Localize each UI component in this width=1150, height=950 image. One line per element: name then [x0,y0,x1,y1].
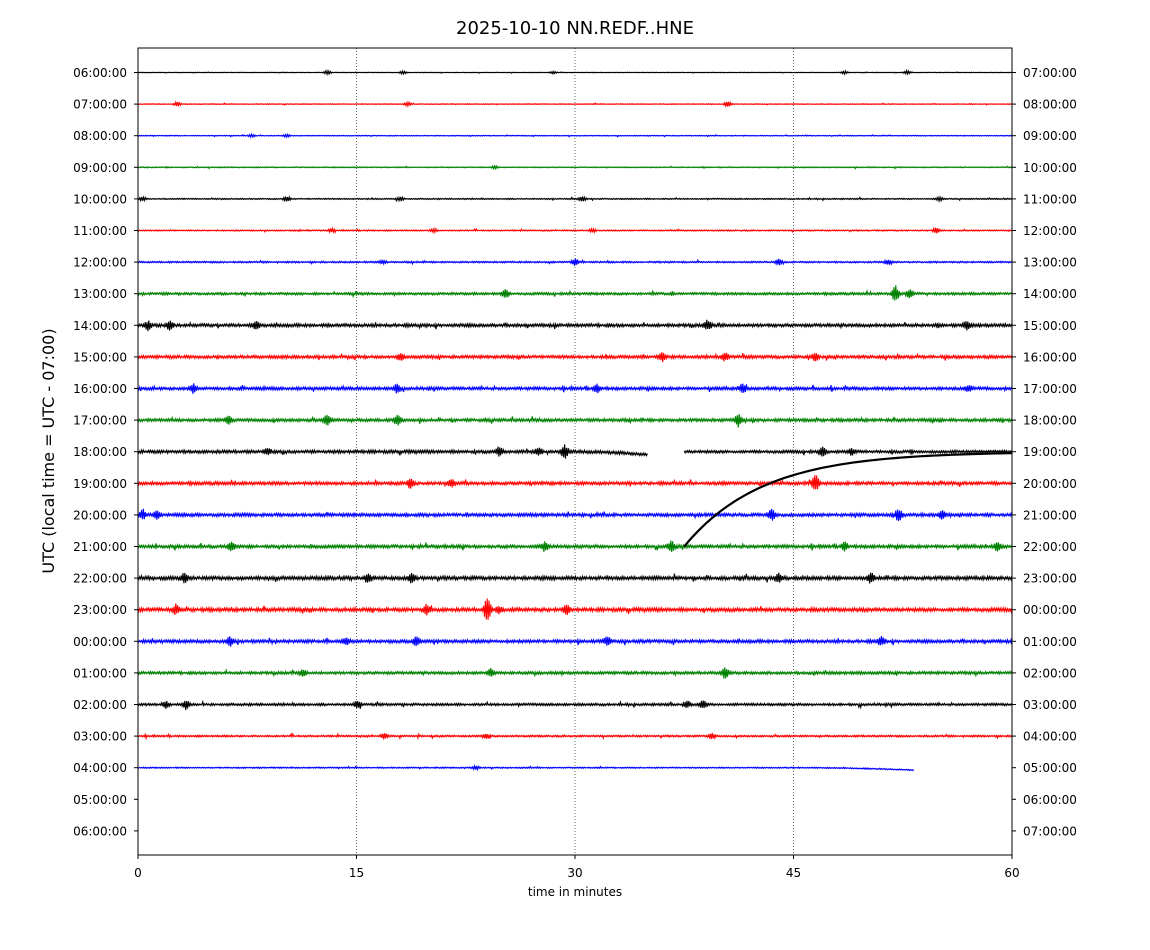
seismic-trace [137,444,648,459]
seismic-trace [137,699,1013,711]
y-tick-label: 07:00:00 [73,98,127,112]
y-tick-label: 17:00:00 [73,414,127,428]
y-tick-label-right: 03:00:00 [1023,698,1077,712]
y-tick-label-right: 05:00:00 [1023,761,1077,775]
y-tick-label: 05:00:00 [73,793,127,807]
y-tick-label-right: 02:00:00 [1023,666,1077,680]
y-tick-label: 01:00:00 [73,666,127,680]
seismic-trace [137,598,1013,620]
seismic-trace [137,732,1013,741]
y-tick-label-right: 10:00:00 [1023,161,1077,175]
y-tick-label-right: 13:00:00 [1023,256,1077,270]
y-tick-label-right: 01:00:00 [1023,635,1077,649]
y-tick-label: 13:00:00 [73,287,127,301]
x-tick-label: 0 [134,866,142,880]
y-tick-label-right: 07:00:00 [1023,824,1077,838]
y-tick-label: 15:00:00 [73,350,127,364]
y-tick-label: 12:00:00 [73,256,127,270]
seismic-trace [137,319,1013,332]
trace-drift-connector [683,452,1013,548]
y-tick-label: 10:00:00 [73,192,127,206]
y-tick-label-right: 20:00:00 [1023,477,1077,491]
seismic-trace [683,446,1013,457]
x-tick-label: 45 [786,866,801,880]
y-tick-label-right: 11:00:00 [1023,192,1077,206]
traces-layer [137,68,1013,772]
y-tick-label: 04:00:00 [73,761,127,775]
seismic-trace [137,508,1013,521]
y-tick-label-right: 17:00:00 [1023,382,1077,396]
seismic-trace [137,414,1013,428]
y-tick-label-right: 07:00:00 [1023,66,1077,80]
y-tick-label-right: 22:00:00 [1023,540,1077,554]
seismic-trace [137,352,1013,363]
y-axis-label: UTC (local time = UTC - 07:00) [39,328,58,573]
y-tick-label-right: 08:00:00 [1023,98,1077,112]
y-tick-label-right: 19:00:00 [1023,445,1077,459]
right-tick-labels: 07:00:00 08:00:00 09:00:00 10:00:00 11:00:00… [1012,66,1077,838]
seismic-trace [137,285,1013,301]
y-tick-label: 03:00:00 [73,730,127,744]
y-tick-label: 19:00:00 [73,477,127,491]
y-tick-label-right: 09:00:00 [1023,129,1077,143]
y-tick-label: 11:00:00 [73,224,127,238]
y-tick-label-right: 15:00:00 [1023,319,1077,333]
y-tick-label: 02:00:00 [73,698,127,712]
y-tick-label-right: 00:00:00 [1023,603,1077,617]
y-tick-label: 22:00:00 [73,572,127,586]
seismic-trace [137,68,1013,77]
y-tick-label: 16:00:00 [73,382,127,396]
chart-title: 2025-10-10 NN.REDF..HNE [456,18,694,39]
y-tick-label: 06:00:00 [73,824,127,838]
y-tick-label: 20:00:00 [73,508,127,522]
seismic-trace [137,226,1013,235]
seismic-trace [137,100,1013,108]
y-tick-label-right: 06:00:00 [1023,793,1077,807]
y-tick-label-right: 12:00:00 [1023,224,1077,238]
y-tick-label: 00:00:00 [73,635,127,649]
grid-layer [356,48,794,855]
left-tick-labels: 06:00:00 07:00:00 08:00:00 09:00:00 10:00:00… [73,66,138,838]
seismic-trace [137,132,1013,139]
seismic-trace [137,667,1013,679]
x-tick-labels: 0 15 30 45 60 [134,855,1020,880]
y-tick-label-right: 04:00:00 [1023,730,1077,744]
y-tick-label: 21:00:00 [73,540,127,554]
x-tick-label: 15 [349,866,364,880]
seismic-trace [137,763,915,772]
y-tick-label: 08:00:00 [73,129,127,143]
y-tick-label: 06:00:00 [73,66,127,80]
y-tick-label: 18:00:00 [73,445,127,459]
seismic-trace [137,258,1013,266]
x-axis-label: time in minutes [528,885,622,899]
y-tick-label: 14:00:00 [73,319,127,333]
seismic-trace [137,475,1013,490]
x-tick-label: 30 [567,866,582,880]
y-tick-label-right: 14:00:00 [1023,287,1077,301]
y-tick-label-right: 21:00:00 [1023,508,1077,522]
seismic-trace [137,572,1013,584]
y-tick-label: 23:00:00 [73,603,127,617]
seismic-trace [137,635,1013,647]
y-tick-label-right: 16:00:00 [1023,350,1077,364]
seismic-trace [137,383,1013,394]
seismic-trace [137,540,1013,553]
seismic-trace [137,164,1013,171]
y-tick-label-right: 18:00:00 [1023,414,1077,428]
y-tick-label-right: 23:00:00 [1023,572,1077,586]
seismic-trace [137,194,1013,204]
y-tick-label: 09:00:00 [73,161,127,175]
x-tick-label: 60 [1004,866,1019,880]
